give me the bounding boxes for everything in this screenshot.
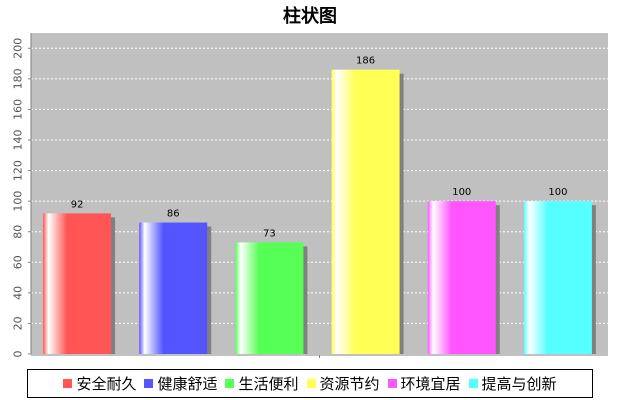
bar-value-label: 100 [452,187,471,198]
legend-label: 环境宜居 [400,375,461,393]
y-tick-label: 120 [12,160,25,181]
legend-label: 安全耐久 [76,375,137,393]
bar-生活便利 [235,242,304,354]
y-tick-label: 200 [12,38,25,59]
bar-健康舒适 [139,222,208,354]
legend-label: 健康舒适 [157,375,218,393]
legend-swatch [468,379,478,388]
y-tick-label: 40 [12,286,25,300]
legend-item: 提高与创新 [468,373,557,394]
legend-swatch [225,379,235,388]
chart-legend: 安全耐久 健康舒适 生活便利 资源节约 环境宜居 提高与创新 [27,369,593,398]
legend-item: 健康舒适 [144,373,217,394]
plot-area [31,33,608,354]
legend-swatch [306,379,316,388]
legend-swatch [144,379,154,388]
bar-value-label: 186 [356,56,375,67]
y-tick-label: 20 [12,316,25,330]
bar-value-label: 86 [167,209,180,220]
legend-item: 安全耐久 [63,373,136,394]
y-tick-label: 180 [12,68,25,89]
legend-item: 资源节约 [306,373,380,394]
bar-安全耐久 [43,213,112,354]
y-tick-label: 100 [12,191,25,212]
bar-环境宜居 [427,201,496,354]
y-tick-label: 80 [12,225,25,239]
legend-label: 生活便利 [238,375,299,393]
y-tick-label: 140 [12,130,25,151]
bar-value-label: 100 [548,187,567,198]
y-tick-label: 60 [12,255,25,269]
y-tick-label: 160 [12,99,25,120]
legend-swatch [387,379,397,388]
bar-提高与创新 [523,201,592,354]
bar-value-label: 92 [71,199,84,210]
legend-label: 提高与创新 [481,375,557,393]
bar-value-label: 73 [263,228,276,239]
legend-item: 环境宜居 [387,373,461,394]
y-tick-label: 0 [12,351,25,358]
legend-swatch [63,379,73,388]
legend-label: 资源节约 [319,375,380,393]
chart-title: 柱状图 [283,6,337,27]
bar-chart: 0 20 40 60 80 100 120 140 160 180 200 92 86 73 186 100… [12,33,608,358]
bar-资源节约 [331,69,400,354]
legend-item: 生活便利 [225,373,299,394]
